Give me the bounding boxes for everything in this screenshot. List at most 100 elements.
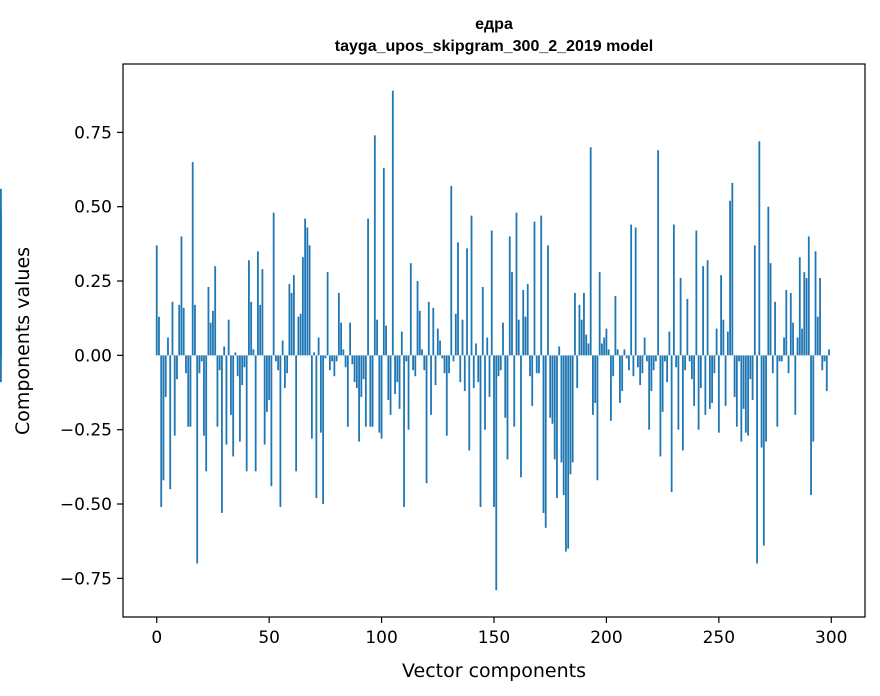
bar — [634, 227, 637, 356]
bar — [191, 162, 194, 356]
bar — [430, 355, 432, 415]
bar — [801, 328, 803, 356]
bar — [164, 355, 167, 397]
bar — [711, 355, 713, 403]
bar — [792, 322, 794, 356]
bar — [724, 355, 727, 406]
bar — [340, 322, 342, 356]
bar — [344, 355, 347, 368]
bar — [663, 355, 666, 362]
bar — [461, 319, 464, 356]
bar — [436, 328, 439, 356]
bar — [742, 355, 745, 409]
bar — [695, 230, 698, 356]
bar — [427, 301, 430, 356]
bar — [414, 355, 417, 377]
bar — [488, 355, 491, 397]
bar — [452, 355, 455, 362]
bar — [225, 355, 228, 445]
bar — [632, 355, 635, 377]
bar — [814, 251, 817, 356]
bar — [322, 355, 325, 505]
bar — [0, 355, 2, 383]
bar — [416, 281, 419, 356]
bar — [171, 301, 174, 356]
bar — [758, 141, 761, 356]
bar — [160, 355, 163, 507]
bar — [506, 355, 509, 460]
bar — [216, 355, 219, 427]
bar — [571, 355, 574, 463]
bar — [715, 328, 718, 356]
bar — [353, 355, 356, 383]
bar — [540, 215, 543, 356]
bar — [445, 355, 448, 436]
bar — [333, 355, 336, 377]
bar — [263, 355, 266, 445]
bar — [726, 331, 729, 356]
bar — [328, 355, 331, 371]
bar — [789, 292, 792, 356]
bar — [643, 337, 646, 356]
bar — [522, 289, 525, 356]
chart-title: едра — [475, 16, 513, 33]
bar — [605, 328, 608, 356]
bar — [675, 355, 678, 368]
bar — [562, 355, 565, 496]
chart-subtitle: tayga_upos_skipgram_300_2_2019 model — [335, 38, 653, 55]
bar — [252, 349, 255, 356]
bar — [493, 355, 495, 507]
bar — [335, 355, 338, 362]
bar — [479, 355, 482, 507]
bar — [749, 355, 752, 380]
bar — [277, 355, 280, 371]
bar — [443, 355, 446, 374]
bar — [243, 355, 246, 368]
bar — [349, 322, 351, 356]
bar — [268, 355, 271, 400]
bar — [155, 245, 158, 356]
bars-group — [0, 90, 830, 591]
bar — [594, 355, 597, 403]
bar — [367, 218, 369, 356]
bar — [828, 349, 830, 356]
bar — [738, 355, 740, 362]
bar — [391, 90, 394, 356]
bar — [470, 215, 473, 356]
bar — [394, 355, 396, 395]
bar — [497, 355, 500, 377]
bar — [580, 319, 583, 356]
bar — [821, 355, 824, 371]
bar — [551, 355, 554, 424]
bar — [654, 355, 657, 362]
bar — [472, 355, 475, 389]
bar — [803, 272, 806, 356]
bar — [169, 355, 172, 490]
bar — [403, 355, 405, 507]
bar — [400, 331, 403, 356]
bar — [239, 355, 241, 442]
bar — [448, 355, 450, 374]
bar — [731, 182, 734, 356]
bar — [209, 322, 212, 356]
bar — [454, 313, 457, 356]
bar — [286, 355, 289, 374]
bar — [702, 266, 705, 356]
bar — [679, 278, 682, 356]
bar — [371, 355, 374, 427]
bar — [686, 298, 689, 356]
bar — [315, 355, 318, 499]
y-tick-label: −0.25 — [60, 421, 112, 441]
bar — [308, 245, 311, 356]
bar — [574, 292, 576, 356]
bar — [560, 355, 563, 463]
bar — [780, 355, 783, 362]
bar — [648, 355, 651, 430]
bar — [342, 349, 345, 356]
bar — [362, 355, 365, 380]
bar — [735, 355, 738, 427]
bar — [690, 355, 693, 380]
bar — [601, 343, 603, 356]
bar — [535, 355, 538, 374]
